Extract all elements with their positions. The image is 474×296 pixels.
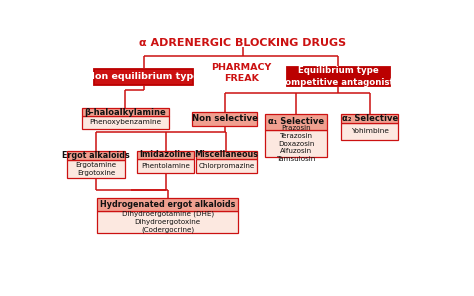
- FancyBboxPatch shape: [82, 108, 169, 116]
- FancyBboxPatch shape: [287, 67, 390, 86]
- FancyBboxPatch shape: [66, 160, 125, 178]
- Text: α ADRENERGIC BLOCKING DRUGS: α ADRENERGIC BLOCKING DRUGS: [139, 38, 346, 49]
- FancyBboxPatch shape: [97, 211, 238, 233]
- FancyBboxPatch shape: [265, 130, 328, 157]
- FancyBboxPatch shape: [196, 151, 257, 159]
- Text: Imidazoline: Imidazoline: [140, 150, 192, 159]
- FancyBboxPatch shape: [265, 114, 328, 130]
- Text: α₂ Selective: α₂ Selective: [342, 114, 398, 123]
- Text: Phenoxybenzamine: Phenoxybenzamine: [89, 119, 162, 126]
- Text: Non selective: Non selective: [191, 114, 257, 123]
- Text: Non equilibrium type: Non equilibrium type: [87, 72, 200, 81]
- Text: PHARMACY
FREAK: PHARMACY FREAK: [211, 63, 271, 83]
- Text: Chlorpromazine: Chlorpromazine: [198, 163, 255, 169]
- Text: β-haloalkylamine: β-haloalkylamine: [84, 108, 166, 117]
- Text: Ergotamine
Ergotoxine: Ergotamine Ergotoxine: [75, 162, 117, 176]
- Text: Ergot alkaloids: Ergot alkaloids: [62, 151, 130, 160]
- Text: Miscellaneous: Miscellaneous: [194, 150, 258, 159]
- Text: Yohimbine: Yohimbine: [351, 128, 389, 134]
- FancyBboxPatch shape: [97, 198, 238, 211]
- FancyBboxPatch shape: [341, 123, 398, 140]
- FancyBboxPatch shape: [137, 159, 194, 173]
- FancyBboxPatch shape: [137, 151, 194, 159]
- Text: Equilibrium type
(Competitive antagonists): Equilibrium type (Competitive antagonist…: [274, 67, 402, 87]
- Text: Prazosin
Terazosin
Doxazosin
Alfuzosin
Tamsulosin: Prazosin Terazosin Doxazosin Alfuzosin T…: [276, 125, 316, 162]
- FancyBboxPatch shape: [196, 159, 257, 173]
- Text: Phentolamine: Phentolamine: [141, 163, 190, 169]
- FancyBboxPatch shape: [341, 114, 398, 123]
- Text: Hydrogenated ergot alkaloids: Hydrogenated ergot alkaloids: [100, 200, 235, 209]
- Text: Dihydroergotamine (DHE)
Dihydroergotoxine
(Codergocrine): Dihydroergotamine (DHE) Dihydroergotoxin…: [121, 211, 214, 233]
- FancyBboxPatch shape: [192, 112, 257, 126]
- FancyBboxPatch shape: [82, 116, 169, 129]
- FancyBboxPatch shape: [94, 69, 193, 85]
- Text: α₁ Selective: α₁ Selective: [268, 118, 324, 126]
- FancyBboxPatch shape: [66, 151, 125, 160]
